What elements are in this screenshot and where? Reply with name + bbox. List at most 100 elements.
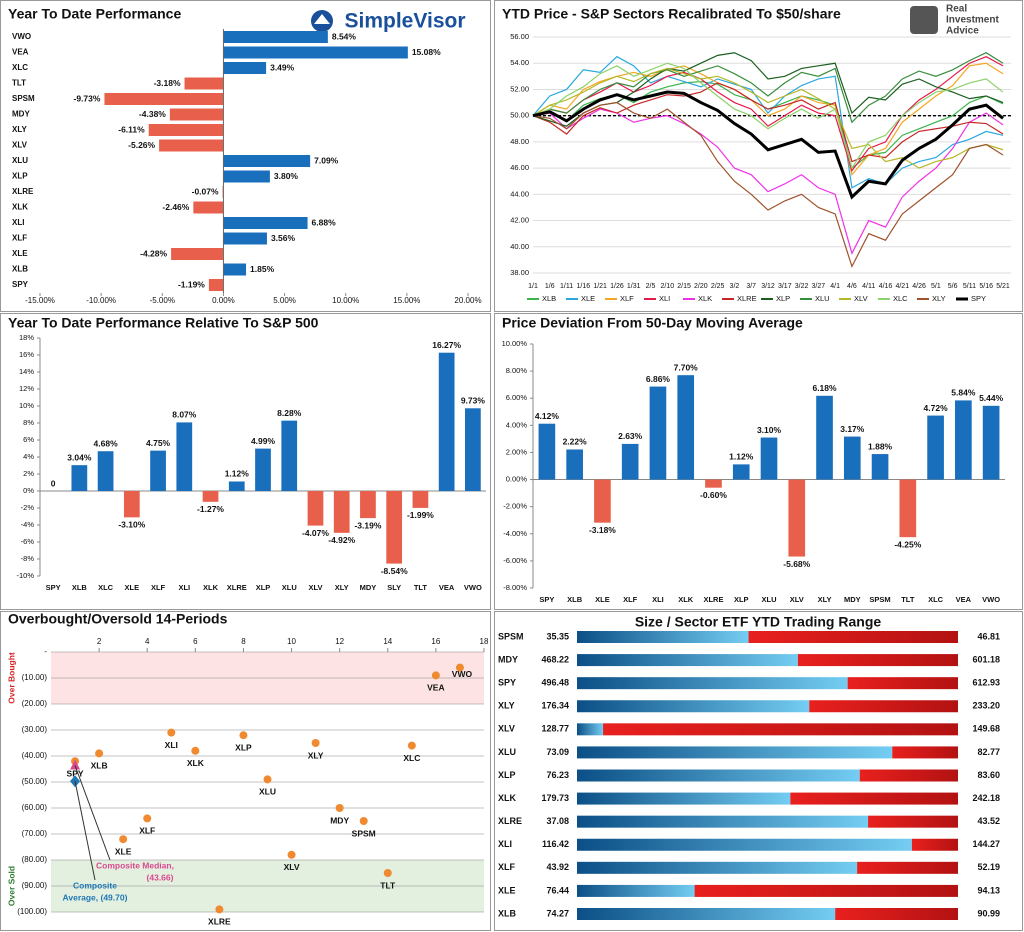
chart-title: Overbought/Oversold 14-Periods xyxy=(8,611,228,627)
low-label: 35.35 xyxy=(546,631,569,641)
bar xyxy=(104,93,224,105)
legend-label: XLK xyxy=(698,294,712,303)
bar xyxy=(281,420,298,491)
y-tick-label: 12% xyxy=(19,384,34,393)
bar xyxy=(465,408,481,491)
bar xyxy=(71,465,88,491)
range-low-part xyxy=(577,746,893,759)
category-label: XLP xyxy=(12,172,28,181)
y-tick-label: (90.00) xyxy=(22,881,48,890)
x-tick-label: XLP xyxy=(256,583,271,592)
y-tick-label: 14% xyxy=(19,367,34,376)
value-label: -9.73% xyxy=(74,93,101,103)
bar xyxy=(307,491,324,526)
value-label: 3.04% xyxy=(67,452,92,462)
y-tick-label: 44.00 xyxy=(510,189,529,198)
leader-line xyxy=(74,765,111,861)
point xyxy=(335,804,344,812)
low-label: 73.09 xyxy=(546,747,569,757)
composite-label: Composite Median, xyxy=(96,860,174,870)
x-tick-label: XLV xyxy=(308,583,322,592)
x-tick-label: XLK xyxy=(203,583,219,592)
value-label: 4.68% xyxy=(94,438,119,448)
bar xyxy=(223,62,267,74)
range-high-part xyxy=(809,700,958,713)
range-high-part xyxy=(868,815,958,828)
range-low-part xyxy=(577,861,858,874)
y-tick-label: 52.00 xyxy=(510,84,529,93)
series-line xyxy=(532,90,1004,200)
y-tick-label: 8% xyxy=(23,418,34,427)
legend-label: XLE xyxy=(581,294,595,303)
bar xyxy=(223,232,267,245)
category-label: SPSM xyxy=(12,94,35,103)
range-low-part xyxy=(577,792,791,805)
low-label: 128.77 xyxy=(541,724,569,734)
x-tick-label: 5/11 xyxy=(963,283,976,290)
category-label: XLB xyxy=(12,265,28,274)
value-label: 0 xyxy=(51,478,56,488)
value-label: 3.56% xyxy=(271,233,296,243)
value-label: 1.88% xyxy=(868,441,893,451)
range-high-part xyxy=(694,884,958,897)
x-tick-label: 5/6 xyxy=(948,283,958,290)
bar xyxy=(955,400,972,480)
chart-title: Price Deviation From 50-Day Moving Avera… xyxy=(502,315,803,331)
range-low-part xyxy=(577,838,912,851)
x-tick-label: 2 xyxy=(97,637,102,646)
x-tick-label: VEA xyxy=(439,583,455,592)
bar xyxy=(255,448,271,491)
category-label: XLF xyxy=(12,234,27,243)
y-tick-label: 2.00% xyxy=(506,447,528,456)
high-label: 83.60 xyxy=(977,770,1000,780)
value-label: -1.99% xyxy=(407,510,434,520)
value-label: -0.07% xyxy=(192,186,219,196)
value-label: 4.99% xyxy=(251,436,276,446)
x-tick-label: 5/16 xyxy=(979,283,993,290)
legend-label: XLI xyxy=(659,294,670,303)
composite-label: Composite xyxy=(73,880,117,890)
bar xyxy=(193,201,224,214)
x-tick-label: 1/31 xyxy=(627,283,641,290)
range-low-part xyxy=(577,908,836,920)
category-label: XLU xyxy=(12,156,28,165)
bar xyxy=(843,436,861,480)
point xyxy=(455,663,464,672)
y-tick-label: (50.00) xyxy=(22,777,48,786)
point-label: MDY xyxy=(330,815,349,825)
bar xyxy=(223,263,247,276)
value-label: -2.46% xyxy=(162,202,189,212)
bar xyxy=(360,491,376,519)
bar xyxy=(223,31,328,43)
bar xyxy=(223,170,270,183)
x-tick-label: VEA xyxy=(956,595,972,604)
series-line xyxy=(532,108,1004,255)
value-label: 3.80% xyxy=(274,171,299,181)
y-tick-label: -10% xyxy=(16,571,34,580)
x-tick-label: XLF xyxy=(623,595,638,604)
point xyxy=(407,741,416,750)
bar xyxy=(171,248,224,260)
point xyxy=(95,749,104,758)
y-tick-label: (60.00) xyxy=(22,803,48,812)
bar xyxy=(677,375,695,480)
point-label: XLC xyxy=(403,753,420,763)
high-label: 82.77 xyxy=(977,747,1000,757)
y-tick-label: 48.00 xyxy=(510,137,529,146)
x-tick-label: 20.00% xyxy=(454,296,481,305)
low-label: 176.34 xyxy=(541,701,569,711)
value-label: 4.75% xyxy=(146,438,171,448)
x-tick-label: 0.00% xyxy=(212,296,235,305)
point-label: TLT xyxy=(380,880,396,890)
panel-border xyxy=(0,313,491,610)
x-tick-label: TLT xyxy=(414,583,428,592)
legend-label: XLRE xyxy=(737,294,757,303)
point xyxy=(383,869,392,877)
y-tick-label: (70.00) xyxy=(22,829,48,838)
value-label: 8.07% xyxy=(172,410,197,420)
x-tick-label: XLC xyxy=(98,583,114,592)
series-line xyxy=(532,82,1004,163)
x-tick-label: MDY xyxy=(360,583,377,592)
low-label: 74.27 xyxy=(546,908,569,918)
